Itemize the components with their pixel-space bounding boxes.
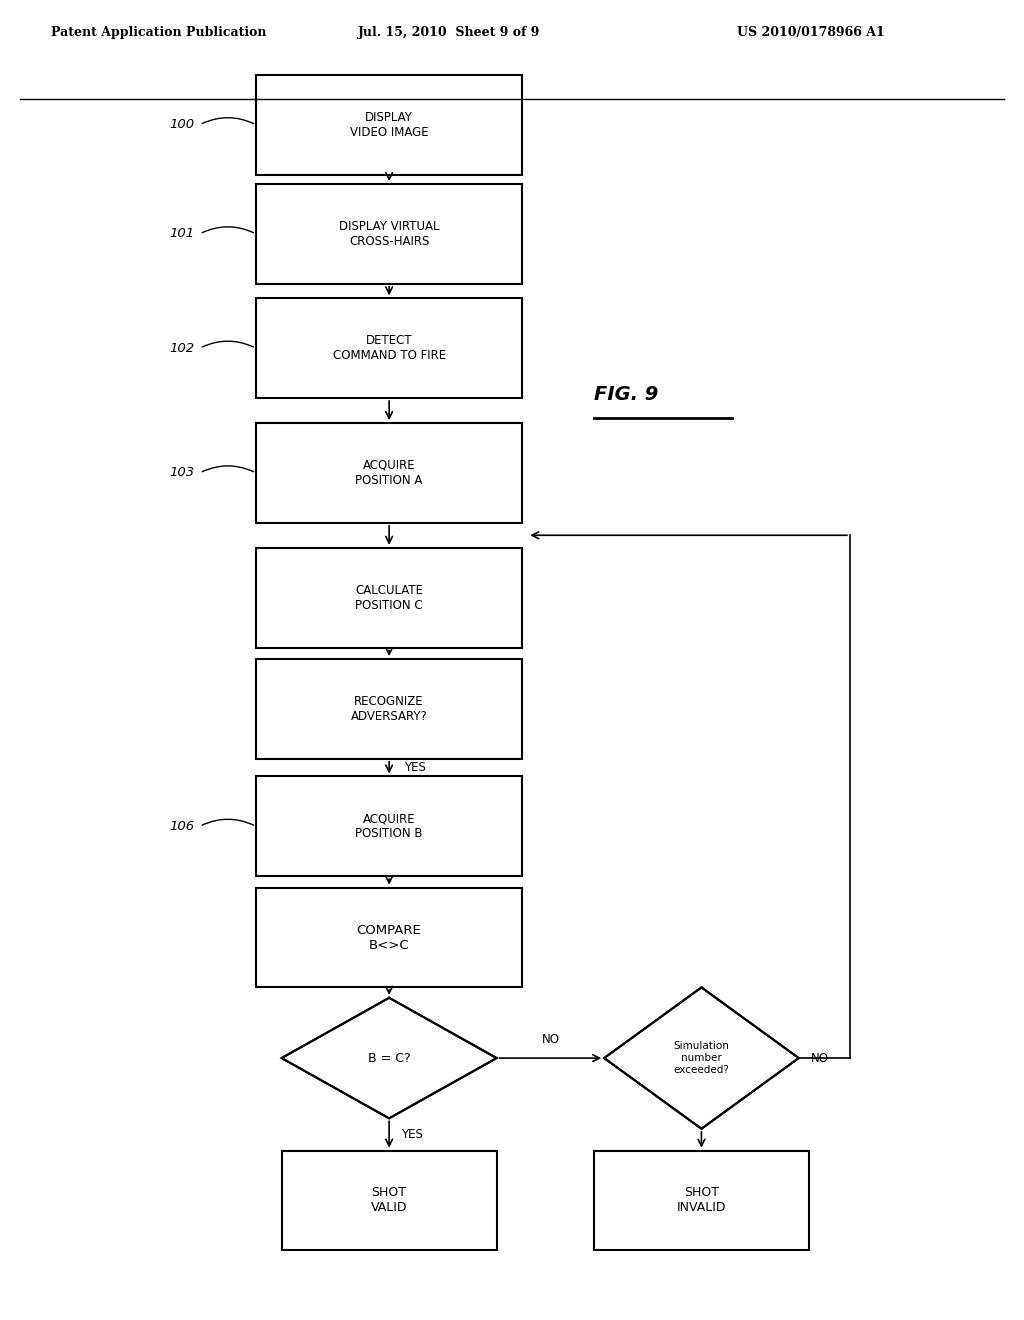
Text: SHOT
VALID: SHOT VALID [371,1187,408,1214]
Polygon shape [604,987,799,1129]
Text: YES: YES [401,1129,423,1140]
Text: 100: 100 [169,119,195,131]
Text: ACQUIRE
POSITION B: ACQUIRE POSITION B [355,812,423,841]
Text: Jul. 15, 2010  Sheet 9 of 9: Jul. 15, 2010 Sheet 9 of 9 [358,26,541,40]
Bar [282,1151,497,1250]
Text: Simulation
number
exceeded?: Simulation number exceeded? [674,1041,729,1074]
Text: 106: 106 [169,820,195,833]
Bar [594,1151,809,1250]
Text: YES: YES [404,762,426,774]
Polygon shape [282,998,497,1118]
Text: SHOT
INVALID: SHOT INVALID [677,1187,726,1214]
Text: ACQUIRE
POSITION A: ACQUIRE POSITION A [355,459,423,487]
Text: COMPARE
B<>C: COMPARE B<>C [356,924,422,952]
Text: DISPLAY
VIDEO IMAGE: DISPLAY VIDEO IMAGE [350,111,428,139]
Bar [256,659,522,759]
Bar [256,776,522,876]
Bar [256,75,522,174]
Bar [256,548,522,648]
Text: FIG. 9: FIG. 9 [594,385,658,404]
Text: US 2010/0178966 A1: US 2010/0178966 A1 [737,26,885,40]
Bar [256,298,522,399]
Bar [256,183,522,284]
Text: NO: NO [542,1032,559,1045]
Text: 101: 101 [169,227,195,240]
Text: CALCULATE
POSITION C: CALCULATE POSITION C [355,583,423,611]
Text: NO: NO [811,1052,829,1064]
Bar [256,422,522,523]
Text: DETECT
COMMAND TO FIRE: DETECT COMMAND TO FIRE [333,334,445,362]
Text: RECOGNIZE
ADVERSARY?: RECOGNIZE ADVERSARY? [351,694,427,723]
Text: Patent Application Publication: Patent Application Publication [51,26,266,40]
Text: 103: 103 [169,466,195,479]
Text: 102: 102 [169,342,195,355]
Bar [256,887,522,987]
Text: DISPLAY VIRTUAL
CROSS-HAIRS: DISPLAY VIRTUAL CROSS-HAIRS [339,220,439,248]
Text: B = C?: B = C? [368,1052,411,1064]
